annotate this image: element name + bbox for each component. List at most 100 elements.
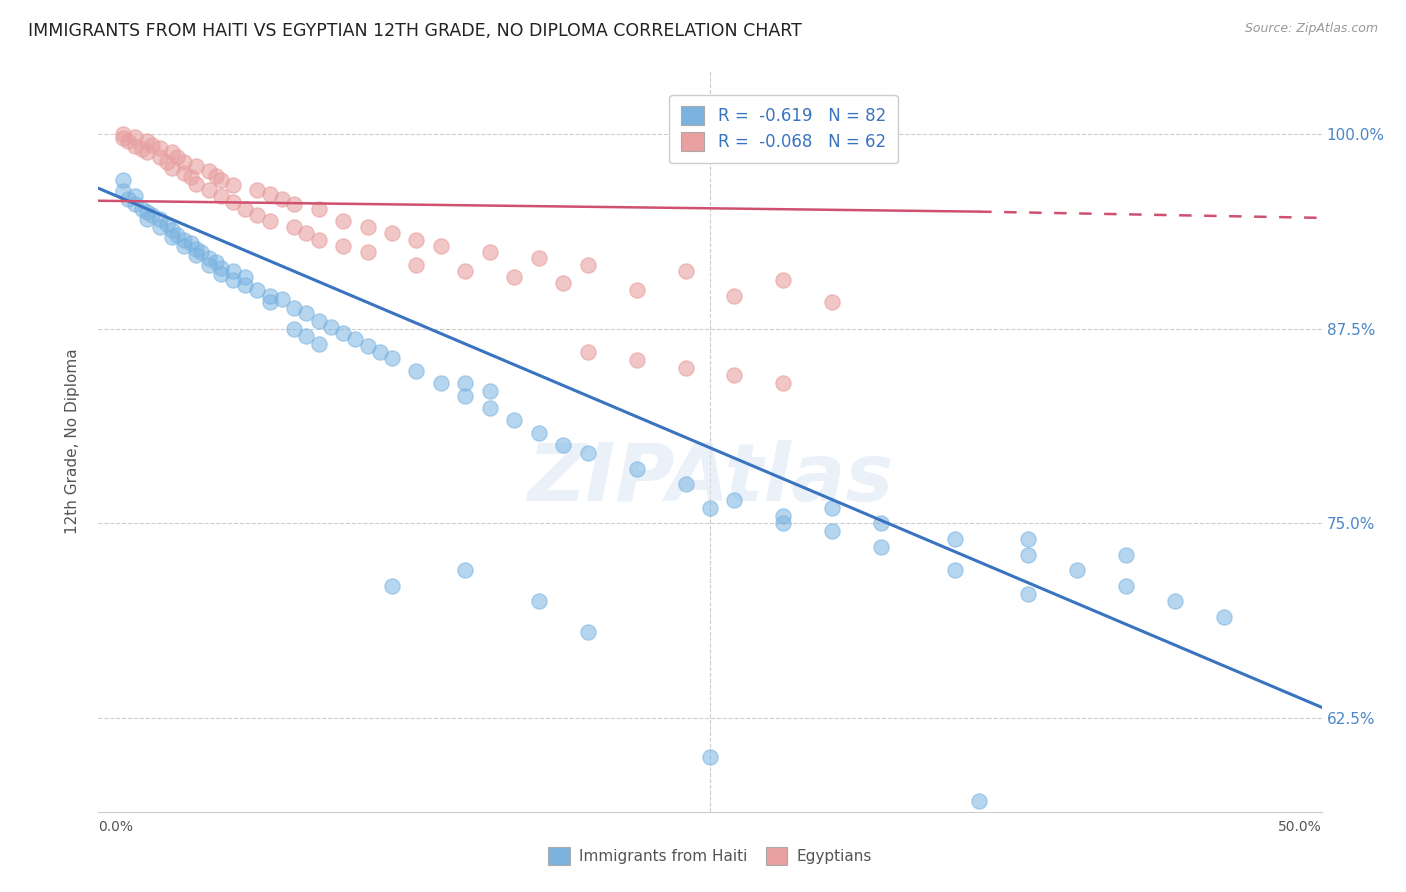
Point	[1115, 548, 1137, 562]
Point	[344, 333, 367, 347]
Point	[308, 202, 330, 216]
Point	[149, 141, 172, 155]
Point	[1212, 610, 1234, 624]
Point	[111, 173, 134, 187]
Point	[356, 339, 378, 353]
Point	[576, 345, 599, 359]
Point	[699, 750, 721, 764]
Point	[943, 563, 966, 577]
Point	[772, 516, 794, 531]
Point	[149, 220, 172, 235]
Point	[723, 493, 745, 508]
Point	[319, 320, 342, 334]
Point	[381, 227, 404, 241]
Point	[405, 233, 427, 247]
Text: Source: ZipAtlas.com: Source: ZipAtlas.com	[1244, 22, 1378, 36]
Point	[166, 227, 188, 242]
Point	[186, 248, 208, 262]
Point	[1066, 563, 1088, 577]
Point	[259, 295, 281, 310]
Point	[1115, 579, 1137, 593]
Point	[626, 283, 648, 297]
Point	[156, 217, 179, 231]
Point	[197, 252, 219, 266]
Point	[209, 189, 232, 203]
Point	[356, 220, 378, 235]
Point	[160, 145, 183, 160]
Point	[124, 197, 146, 211]
Point	[117, 135, 139, 149]
Point	[233, 270, 256, 285]
Point	[308, 233, 330, 247]
Point	[478, 245, 501, 260]
Point	[626, 462, 648, 476]
Point	[723, 368, 745, 383]
Point	[259, 289, 281, 303]
Point	[149, 212, 172, 227]
Point	[527, 425, 550, 440]
Point	[111, 127, 134, 141]
Point	[332, 214, 354, 228]
Point	[197, 183, 219, 197]
Point	[205, 169, 228, 183]
Point	[772, 376, 794, 390]
Point	[356, 245, 378, 260]
Point	[675, 477, 697, 491]
Point	[454, 264, 477, 278]
Point	[259, 187, 281, 202]
Point	[259, 214, 281, 228]
Point	[233, 277, 256, 292]
Point	[173, 233, 195, 247]
Point	[283, 197, 305, 211]
Point	[405, 363, 427, 377]
Text: IMMIGRANTS FROM HAITI VS EGYPTIAN 12TH GRADE, NO DIPLOMA CORRELATION CHART: IMMIGRANTS FROM HAITI VS EGYPTIAN 12TH G…	[28, 22, 801, 40]
Point	[967, 794, 990, 808]
Point	[160, 161, 183, 175]
Point	[136, 204, 159, 219]
Point	[197, 258, 219, 272]
Point	[166, 150, 188, 164]
Point	[136, 135, 159, 149]
Point	[141, 137, 163, 152]
Point	[270, 292, 294, 306]
Point	[821, 295, 844, 310]
Point	[136, 212, 159, 227]
Text: ZIPAtlas: ZIPAtlas	[527, 440, 893, 517]
Point	[430, 376, 453, 390]
Point	[295, 227, 318, 241]
Point	[173, 154, 195, 169]
Point	[430, 239, 453, 253]
Point	[222, 264, 245, 278]
Point	[190, 245, 212, 260]
Point	[576, 446, 599, 460]
Point	[233, 202, 256, 216]
Point	[772, 508, 794, 523]
Point	[478, 384, 501, 398]
Point	[870, 540, 893, 554]
Point	[124, 129, 146, 144]
Point	[381, 351, 404, 366]
Point	[246, 183, 269, 197]
Point	[111, 131, 134, 145]
Point	[454, 563, 477, 577]
Point	[149, 150, 172, 164]
Point	[405, 258, 427, 272]
Point	[699, 500, 721, 515]
Point	[131, 202, 153, 216]
Point	[576, 625, 599, 640]
Point	[283, 321, 305, 335]
Point	[173, 239, 195, 253]
Point	[222, 178, 245, 193]
Point	[186, 177, 208, 191]
Point	[308, 337, 330, 351]
Point	[772, 273, 794, 287]
Point	[111, 185, 134, 199]
Point	[527, 252, 550, 266]
Point	[141, 208, 163, 222]
Point	[131, 142, 153, 156]
Point	[197, 164, 219, 178]
Text: 50.0%: 50.0%	[1278, 820, 1322, 833]
Point	[283, 220, 305, 235]
Point	[186, 160, 208, 174]
Text: 0.0%: 0.0%	[98, 820, 134, 833]
